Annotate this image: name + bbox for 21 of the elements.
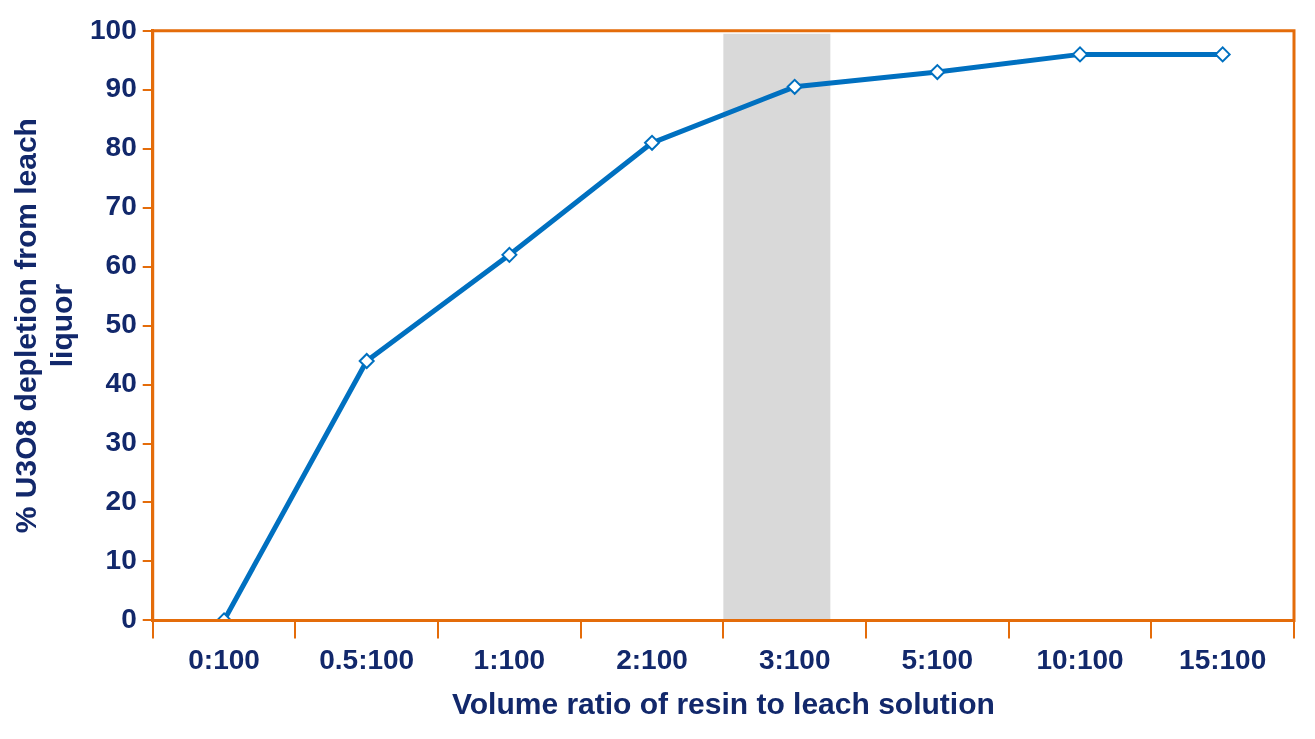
y-tick-label: 40 bbox=[105, 367, 137, 399]
y-tick-label: 90 bbox=[105, 72, 137, 104]
y-tick-label: 20 bbox=[105, 485, 137, 517]
x-tick-label: 10:100 bbox=[1036, 643, 1124, 675]
y-tick-label: 10 bbox=[105, 544, 137, 576]
x-tick-label: 0.5:100 bbox=[319, 643, 415, 675]
x-tick-label: 0:100 bbox=[188, 643, 260, 675]
y-axis-title: % U3O8 depletion from leach liquor bbox=[9, 118, 79, 534]
y-tick-label: 100 bbox=[90, 13, 137, 45]
x-tick-label: 2:100 bbox=[616, 643, 688, 675]
y-tick-label: 70 bbox=[105, 190, 137, 222]
x-tick-label: 1:100 bbox=[473, 643, 546, 675]
x-tick-label: 5:100 bbox=[901, 643, 974, 675]
y-tick-label: 50 bbox=[105, 308, 137, 340]
x-tick-label: 15:100 bbox=[1179, 643, 1267, 675]
y-tick-label: 30 bbox=[105, 426, 137, 458]
y-tick-label: 0 bbox=[121, 603, 137, 635]
x-tick-label: 3:100 bbox=[758, 643, 831, 675]
y-tick-label: 80 bbox=[105, 131, 137, 163]
x-axis-title: Volume ratio of resin to leach solution bbox=[451, 687, 995, 721]
y-tick-label: 60 bbox=[105, 249, 137, 281]
